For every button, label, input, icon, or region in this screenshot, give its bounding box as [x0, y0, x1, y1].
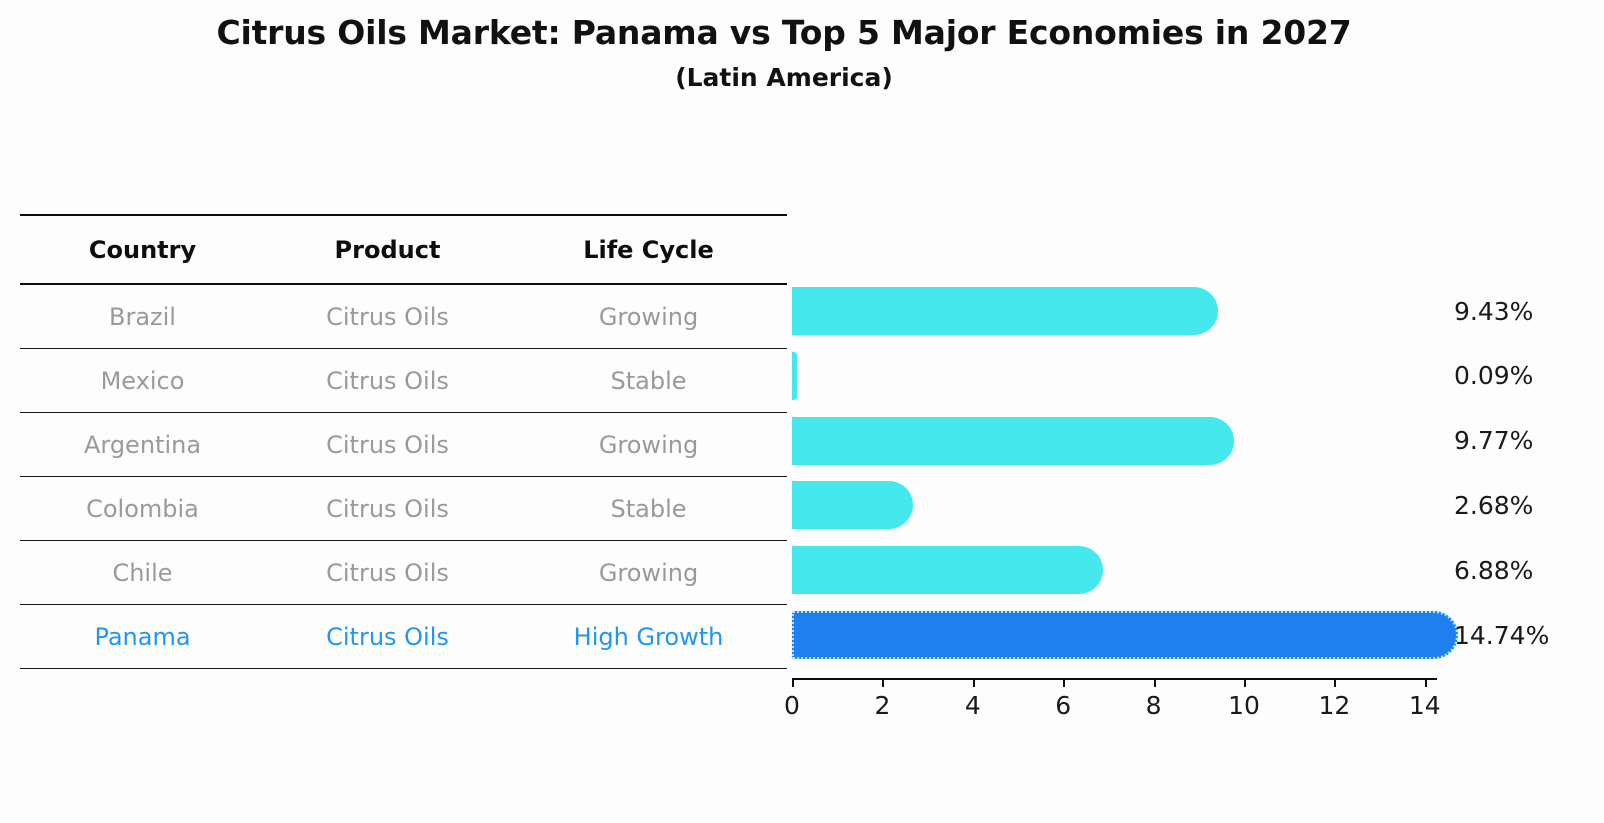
table-row-rule — [20, 604, 787, 605]
x-axis-tick — [1153, 678, 1156, 687]
bar-argentina — [792, 416, 1234, 465]
cell-life-cycle: Stable — [610, 494, 687, 523]
x-axis-tick — [1244, 678, 1246, 687]
table-row-rule — [20, 540, 787, 541]
cell-country: Brazil — [109, 302, 176, 331]
cell-life-cycle: Growing — [598, 558, 699, 587]
x-axis-tick — [1063, 678, 1066, 687]
bar-value-label: 0.09% — [1454, 361, 1534, 391]
table-row: Chile Citrus Oils Growing — [20, 541, 787, 604]
cell-product: Citrus Oils — [326, 622, 449, 651]
bar-row: 2.68% — [792, 481, 1533, 530]
cell-product: Citrus Oils — [326, 430, 449, 459]
cell-life-cycle: High Growth — [573, 622, 724, 651]
bar-chart: 9.43% 0.09% 9.77% 2.68% 6.88% 14.74% — [792, 214, 1549, 684]
cell-product: Citrus Oils — [326, 494, 449, 523]
cell-country: Chile — [112, 558, 173, 587]
bar-value-label: 9.43% — [1454, 296, 1534, 326]
column-header-life-cycle: Life Cycle — [583, 235, 714, 264]
x-axis: 0 2 4 6 8 10 12 14 — [784, 678, 1441, 738]
x-axis-tick — [792, 678, 794, 687]
cell-country: Panama — [94, 622, 191, 651]
bar-value-label: 9.77% — [1454, 426, 1534, 456]
bar-value-label: 14.74% — [1454, 620, 1550, 650]
x-axis-tick — [882, 678, 885, 687]
table-header-rule — [20, 283, 787, 285]
bar-chile — [792, 546, 1103, 595]
bar-row: 9.43% — [792, 287, 1533, 335]
bar-value-label: 6.88% — [1454, 555, 1534, 585]
cell-country: Colombia — [86, 494, 199, 523]
cell-product: Citrus Oils — [326, 302, 449, 331]
bar-brazil — [792, 287, 1219, 335]
country-comparison-table: Country Product Life Cycle Brazil Citrus… — [20, 214, 787, 669]
bar-row: 9.77% — [792, 416, 1533, 465]
x-axis-tick-label: 4 — [964, 691, 981, 720]
table-top-rule — [20, 214, 787, 216]
x-axis-tick-label: 8 — [1145, 691, 1162, 720]
page-subtitle: (Latin America) — [675, 62, 893, 92]
bar-value-label: 2.68% — [1454, 490, 1534, 520]
table-row-rule — [20, 412, 787, 413]
table-bottom-rule — [20, 668, 787, 669]
table-row-highlighted: Panama Citrus Oils High Growth — [20, 605, 787, 668]
x-axis-tick — [972, 678, 975, 687]
column-header-product: Product — [334, 235, 441, 264]
cell-product: Citrus Oils — [326, 558, 449, 587]
cell-life-cycle: Growing — [598, 430, 699, 459]
cell-life-cycle: Stable — [610, 366, 687, 395]
table-row: Brazil Citrus Oils Growing — [20, 285, 787, 348]
bar-mexico — [792, 351, 797, 400]
x-axis-tick-label: 2 — [874, 691, 891, 720]
x-axis-tick-label: 0 — [784, 691, 800, 720]
table-header-row: Country Product Life Cycle — [20, 216, 787, 283]
x-axis-tick-label: 6 — [1055, 691, 1072, 720]
table-row: Colombia Citrus Oils Stable — [20, 477, 787, 540]
table-row-rule — [20, 476, 787, 477]
table-row-rule — [20, 348, 787, 349]
page-title: Citrus Oils Market: Panama vs Top 5 Majo… — [216, 13, 1352, 52]
bar-panama — [792, 611, 1459, 659]
cell-country: Mexico — [100, 366, 185, 395]
x-axis-line — [792, 678, 1437, 680]
x-axis-tick-label: 10 — [1228, 691, 1260, 720]
bar-row-highlighted: 14.74% — [792, 611, 1549, 659]
table-row: Mexico Citrus Oils Stable — [20, 349, 787, 412]
title-block: Citrus Oils Market: Panama vs Top 5 Majo… — [0, 14, 1568, 93]
bar-colombia — [792, 481, 914, 530]
bar-row: 0.09% — [792, 351, 1533, 400]
x-axis-tick — [1424, 678, 1427, 687]
table-row: Argentina Citrus Oils Growing — [20, 413, 787, 476]
cell-life-cycle: Growing — [598, 302, 699, 331]
cell-country: Argentina — [83, 430, 202, 459]
x-axis-tick — [1334, 678, 1337, 687]
column-header-country: Country — [88, 235, 197, 264]
x-axis-tick-label: 14 — [1408, 691, 1441, 720]
cell-product: Citrus Oils — [326, 366, 449, 395]
x-axis-tick-label: 12 — [1318, 691, 1351, 720]
bar-row: 6.88% — [792, 546, 1533, 595]
